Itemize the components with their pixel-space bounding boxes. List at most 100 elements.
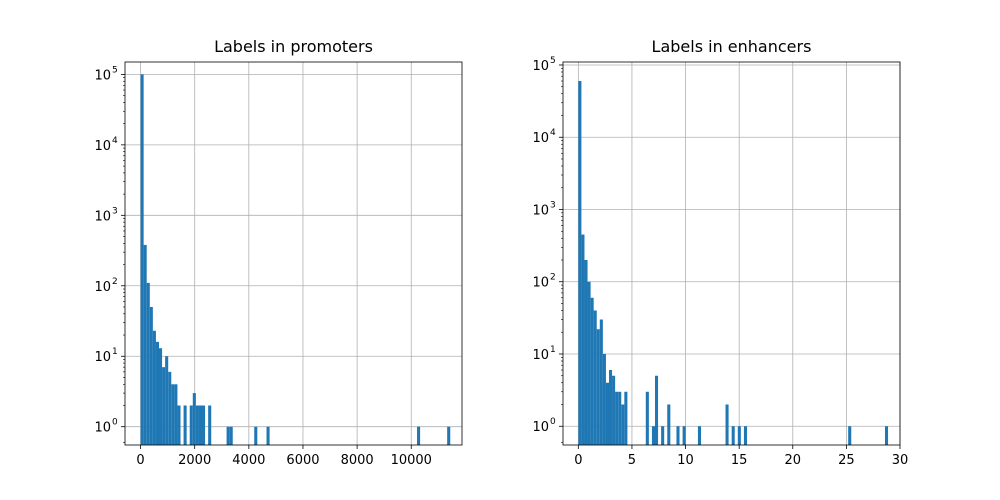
enhancers-histogram-bar xyxy=(737,426,741,445)
promoters-y-tick-label: 10 xyxy=(94,139,111,154)
enhancers-histogram-bar xyxy=(731,426,735,445)
promoters-y-tick-exponent: 4 xyxy=(112,136,118,146)
promoters-grid xyxy=(125,62,462,445)
promoters-y-tick-label: 10 xyxy=(94,68,111,83)
enhancers-histogram-bar xyxy=(596,329,600,445)
enhancers-histogram-bar xyxy=(654,375,659,445)
enhancers-histogram-bar xyxy=(615,391,619,445)
promoters-x-tick-label: 6000 xyxy=(286,453,319,468)
enhancers-histogram-bar xyxy=(884,426,889,445)
promoters-histogram-bar xyxy=(146,282,150,445)
promoters-histogram-bar xyxy=(174,384,178,445)
enhancers-histogram-bar xyxy=(587,281,591,445)
promoters-histogram-bar xyxy=(226,426,230,445)
promoters-histogram-bar xyxy=(208,405,212,445)
enhancers-histogram-bar xyxy=(624,391,628,445)
enhancers-x-tick-label: 10 xyxy=(677,453,694,468)
enhancers-y-tick-label: 10 xyxy=(532,59,549,74)
promoters-x-tick-label: 8000 xyxy=(341,453,374,468)
enhancers-histogram-bar xyxy=(682,426,686,445)
enhancers-histogram-bar xyxy=(661,426,665,445)
promoters-histogram-bar xyxy=(149,306,153,445)
enhancers-y-tick-exponent: 4 xyxy=(550,128,556,138)
promoters-axes-frame xyxy=(124,61,463,446)
promoters-histogram-bar xyxy=(165,356,169,445)
enhancers-y-tick-exponent: 1 xyxy=(550,345,556,355)
enhancers-y-tick-exponent: 5 xyxy=(550,56,556,66)
enhancers-histogram-bar xyxy=(618,391,622,445)
promoters-y-tick-label: 10 xyxy=(94,280,111,295)
enhancers-histogram-bar xyxy=(581,234,585,445)
promoters-x-tick-label: 0 xyxy=(136,453,144,468)
enhancers-x-tick-label: 5 xyxy=(628,453,636,468)
promoters-histogram-bar xyxy=(162,367,166,445)
promoters-y-tick-exponent: 1 xyxy=(112,347,118,357)
enhancers-histogram-bar xyxy=(599,319,603,445)
promoters-x-tick-label: 4000 xyxy=(232,453,265,468)
enhancers-histogram-bar xyxy=(608,370,613,445)
promoters-histogram-bar xyxy=(189,405,193,445)
enhancers-y-tick-exponent: 0 xyxy=(550,417,556,427)
enhancers-histogram-bar xyxy=(578,81,582,445)
enhancers-histogram-bar xyxy=(584,259,588,445)
promoters-x-tick-label: 10000 xyxy=(391,453,432,468)
enhancers-histogram-bar xyxy=(725,404,729,445)
enhancers-x-tick-label: 30 xyxy=(892,453,909,468)
promoters-y-tick-label: 10 xyxy=(94,421,111,436)
enhancers-x-tick-label: 0 xyxy=(574,453,582,468)
promoters-histogram-bar xyxy=(177,405,181,445)
promoters-histogram-bar xyxy=(266,426,270,445)
enhancers-chart-title: Labels in enhancers xyxy=(652,37,812,56)
enhancers-histogram-bar xyxy=(612,375,616,445)
promoters-histogram-bar xyxy=(417,426,421,445)
enhancers-y-tick-exponent: 2 xyxy=(550,273,556,283)
promoters-histogram-bar xyxy=(143,244,147,445)
promoters-histogram-bar xyxy=(183,405,187,445)
enhancers-histogram-bar xyxy=(651,426,655,445)
promoters-histogram-bar xyxy=(168,371,172,445)
promoters-histogram-bar xyxy=(158,348,163,445)
enhancers-y-tick-label: 10 xyxy=(532,348,549,363)
enhancers-histogram-bar xyxy=(605,382,609,445)
promoters-bars xyxy=(140,74,451,445)
promoters-x-tick-label: 2000 xyxy=(178,453,211,468)
promoters-histogram-bar xyxy=(171,384,175,445)
enhancers-histogram-bar xyxy=(697,426,701,445)
enhancers-y-tick-label: 10 xyxy=(532,276,549,291)
promoters-y-tick-exponent: 0 xyxy=(112,418,118,428)
enhancers-bars xyxy=(578,81,889,445)
enhancers-y-tick-exponent: 3 xyxy=(550,200,556,210)
enhancers-histogram-bar xyxy=(848,426,852,445)
promoters-histogram-bar xyxy=(140,74,144,445)
promoters-y-tick-exponent: 3 xyxy=(112,206,118,216)
enhancers-histogram-bar xyxy=(667,404,671,445)
enhancers-histogram-bar xyxy=(621,404,625,445)
promoters-histogram-bar xyxy=(229,426,233,445)
enhancers-histogram-bar xyxy=(593,310,597,445)
enhancers-histogram-bar xyxy=(676,426,680,445)
enhancers-axes-frame xyxy=(562,61,901,446)
enhancers-x-tick-label: 15 xyxy=(731,453,748,468)
promoters-histogram-bar xyxy=(447,426,451,445)
enhancers-y-tick-label: 10 xyxy=(532,420,549,435)
promoters-histogram-bar xyxy=(202,405,206,445)
promoters-histogram-bar xyxy=(198,405,203,445)
promoters-y-tick-exponent: 5 xyxy=(112,65,118,75)
promoters-histogram-bar xyxy=(152,330,156,445)
promoters-y-tick-exponent: 2 xyxy=(112,277,118,287)
promoters-y-tick-label: 10 xyxy=(94,209,111,224)
enhancers-y-tick-label: 10 xyxy=(532,131,549,146)
enhancers-histogram-bar xyxy=(602,353,606,445)
promoters-histogram-bar xyxy=(254,426,258,445)
enhancers-histogram-bar xyxy=(743,426,747,445)
enhancers-x-tick-label: 20 xyxy=(785,453,802,468)
promoters-histogram-bar xyxy=(155,341,159,445)
enhancers-x-tick-label: 25 xyxy=(838,453,855,468)
enhancers-histogram-bar xyxy=(645,391,649,445)
promoters-y-tick-label: 10 xyxy=(94,350,111,365)
promoters-histogram-bar xyxy=(192,393,196,445)
enhancers-y-tick-label: 10 xyxy=(532,203,549,218)
